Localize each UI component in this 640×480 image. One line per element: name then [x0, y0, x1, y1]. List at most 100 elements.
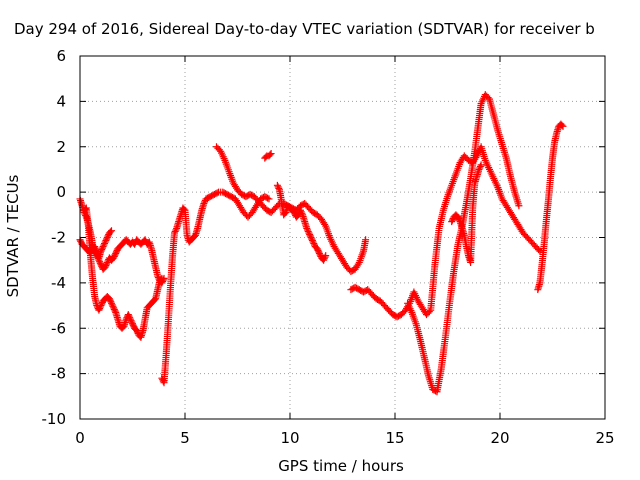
- data-point: [97, 261, 105, 269]
- data-point: [98, 300, 106, 308]
- data-point: [308, 235, 316, 243]
- data-point: [266, 151, 274, 159]
- y-tick-label: -6: [51, 319, 66, 337]
- data-point: [108, 301, 116, 309]
- data-point: [103, 260, 111, 268]
- data-point: [110, 305, 118, 313]
- data-point: [476, 164, 484, 172]
- data-point: [102, 237, 110, 245]
- data-point: [315, 248, 323, 256]
- y-tick-label: 6: [56, 47, 66, 65]
- data-point: [102, 261, 110, 269]
- data-point: [201, 198, 209, 206]
- data-point: [180, 205, 188, 213]
- data-point: [104, 232, 112, 240]
- data-series-4: [158, 188, 273, 387]
- data-point: [308, 237, 316, 245]
- data-point: [265, 195, 273, 203]
- data-point: [106, 228, 114, 236]
- data-point: [475, 165, 483, 173]
- data-point: [476, 162, 484, 170]
- data-point: [101, 238, 109, 246]
- data-point: [321, 220, 329, 228]
- data-series-6: [261, 150, 275, 162]
- x-tick-label: 10: [280, 429, 299, 447]
- data-point: [110, 254, 118, 262]
- data-point: [320, 256, 328, 264]
- x-tick-label: 25: [595, 429, 614, 447]
- data-point: [100, 241, 108, 249]
- data-point: [108, 299, 115, 307]
- data-point: [321, 253, 329, 261]
- data-point: [315, 249, 323, 257]
- data-point: [297, 206, 304, 214]
- data-point: [133, 327, 141, 335]
- data-point: [303, 224, 311, 232]
- data-point: [322, 252, 330, 260]
- axis-ticks: 0 5 10 15 20 25 -10 -8 -6 -4 -2 0 2 4 6: [42, 47, 615, 447]
- data-point: [307, 234, 315, 241]
- data-point: [455, 216, 463, 224]
- data-point: [172, 226, 180, 234]
- y-tick-label: -8: [51, 365, 66, 383]
- data-series-10: [448, 161, 485, 266]
- y-tick-label: -2: [51, 229, 66, 247]
- data-point: [273, 181, 281, 189]
- data-point: [425, 308, 433, 316]
- data-point: [98, 244, 106, 252]
- data-point: [320, 255, 328, 263]
- data-point: [264, 194, 272, 202]
- data-point: [103, 234, 111, 241]
- y-tick-label: 2: [56, 138, 66, 156]
- data-point: [126, 315, 134, 323]
- data-point: [313, 245, 321, 253]
- data-point: [110, 304, 118, 312]
- data-point: [151, 296, 159, 304]
- data-point: [95, 306, 103, 314]
- data-point: [131, 240, 139, 248]
- data-point: [98, 246, 106, 254]
- data-point: [96, 305, 104, 313]
- data-point: [274, 183, 282, 191]
- data-point: [213, 189, 221, 197]
- data-point: [77, 237, 85, 245]
- data-point: [125, 312, 133, 320]
- data-point: [158, 274, 166, 282]
- data-point: [129, 321, 137, 329]
- data-point: [96, 303, 104, 311]
- data-point: [109, 302, 117, 310]
- data-point: [141, 236, 149, 244]
- data-point: [515, 202, 523, 210]
- grid-lines: [80, 56, 605, 419]
- data-point: [111, 251, 119, 259]
- data-point: [126, 314, 134, 322]
- data-point: [171, 229, 178, 237]
- y-axis-label: SDTVAR / TECUs: [4, 174, 22, 297]
- data-point: [306, 232, 314, 240]
- x-tick-label: 0: [75, 429, 85, 447]
- data-point: [535, 246, 542, 254]
- data-point: [297, 208, 305, 216]
- data-point: [112, 248, 120, 256]
- data-point: [97, 247, 105, 255]
- y-tick-label: 4: [56, 92, 66, 110]
- y-tick-label: 0: [56, 183, 66, 201]
- data-point: [110, 252, 118, 260]
- y-tick-label: -4: [51, 274, 66, 292]
- data-point: [275, 184, 283, 192]
- data-point: [101, 263, 109, 271]
- data-series-7: [273, 181, 330, 264]
- data-series-3: [80, 204, 166, 341]
- data-point: [127, 317, 135, 325]
- data-point: [316, 251, 324, 259]
- y-tick-label: -10: [42, 410, 67, 428]
- data-point: [536, 247, 544, 255]
- plot-frame: [79, 55, 606, 420]
- x-axis-label: GPS time / hours: [278, 457, 404, 475]
- x-tick-label: 5: [180, 429, 190, 447]
- x-tick-label: 20: [490, 429, 509, 447]
- data-point: [154, 272, 162, 280]
- data-point: [304, 226, 311, 234]
- data-point: [290, 209, 298, 217]
